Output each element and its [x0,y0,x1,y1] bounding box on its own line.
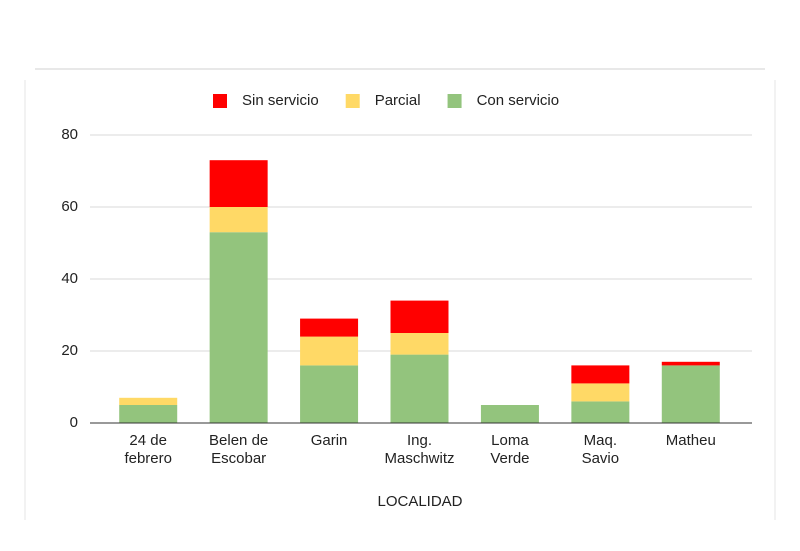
legend-label: Con servicio [477,92,560,109]
bar-segment [571,365,630,384]
bar-segment [119,397,178,405]
bar-segment [300,365,359,423]
x-tick-label: Belen de Escobar [209,432,269,467]
bar-segment [480,405,539,423]
bar-segment [571,383,630,402]
bar-segment [209,232,268,423]
legend-label: Sin servicio [242,92,319,109]
legend-swatch [345,94,360,108]
legend-label: Parcial [375,92,421,109]
bar-segment [390,333,449,355]
x-tick-label: 24 de febrero [124,432,172,467]
bar-segment [571,401,630,423]
bar-segment [390,354,449,423]
y-tick-label: 80 [61,126,78,143]
x-axis-title: LOCALIDAD [377,493,462,510]
bar-segment [661,361,720,366]
legend-swatch [213,94,227,108]
y-tick-label: 60 [61,198,78,215]
x-tick-label: Matheu [665,432,716,449]
x-tick-label: Ing. Maschwitz [384,432,455,467]
y-tick-label: 40 [61,270,78,287]
x-tick-label: Loma Verde [490,432,530,467]
x-tick-label: Maq. Savio [581,432,620,467]
y-tick-label: 20 [61,342,78,359]
bar-segment [209,207,268,233]
bar-segment [300,336,359,366]
bar-segment [119,405,178,423]
legend-swatch [447,94,462,108]
bar-segment [209,160,268,207]
bar-segment [390,300,449,333]
x-tick-label: Garin [310,432,348,449]
y-tick-label: 0 [70,414,78,431]
bar-segment [300,318,359,337]
bar-segment [661,365,720,423]
